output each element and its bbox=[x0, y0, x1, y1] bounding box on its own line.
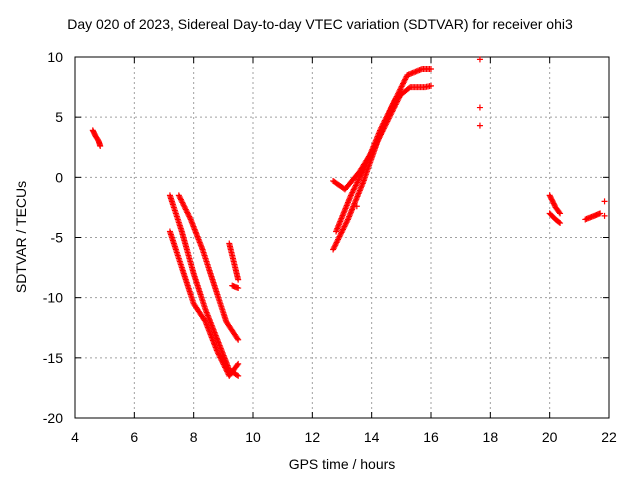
x-tick-label: 10 bbox=[245, 429, 261, 445]
y-tick-label: -15 bbox=[43, 350, 63, 366]
data-point bbox=[548, 196, 555, 203]
axis-ticks: 4 6 8 10 12 14 16 18 20 22 10 5 0 -5 -10 -15 -20 bbox=[43, 49, 617, 445]
data-point bbox=[235, 276, 242, 283]
x-tick-label: 8 bbox=[190, 429, 198, 445]
data-point bbox=[476, 104, 483, 111]
x-tick-label: 12 bbox=[305, 429, 321, 445]
data-point bbox=[234, 362, 241, 369]
data-point bbox=[398, 90, 405, 97]
data-point bbox=[235, 372, 242, 379]
x-tick-label: 6 bbox=[130, 429, 138, 445]
data-point bbox=[549, 199, 556, 206]
y-tick-label: -20 bbox=[43, 410, 63, 426]
x-tick-label: 14 bbox=[364, 429, 380, 445]
chart-title: Day 020 of 2023, Sidereal Day-to-day VTE… bbox=[67, 16, 573, 32]
x-axis-label: GPS time / hours bbox=[288, 456, 396, 472]
data-point bbox=[557, 220, 564, 227]
data-point bbox=[235, 360, 242, 367]
data-points bbox=[89, 56, 608, 379]
x-tick-label: 20 bbox=[542, 429, 558, 445]
y-axis-label: SDTVAR / TECUs bbox=[13, 180, 29, 294]
data-point bbox=[601, 212, 608, 219]
data-point bbox=[557, 210, 564, 217]
data-point bbox=[547, 193, 554, 200]
y-tick-label: 0 bbox=[55, 169, 63, 185]
data-point bbox=[547, 195, 554, 202]
data-point bbox=[476, 122, 483, 129]
y-tick-label: -10 bbox=[43, 290, 63, 306]
y-tick-label: -5 bbox=[51, 230, 64, 246]
data-point bbox=[601, 198, 608, 205]
data-point bbox=[476, 56, 483, 63]
data-point bbox=[549, 197, 556, 204]
y-tick-label: 5 bbox=[55, 109, 63, 125]
y-tick-label: 10 bbox=[47, 49, 63, 65]
data-point bbox=[235, 285, 242, 292]
x-tick-label: 4 bbox=[71, 429, 79, 445]
data-point bbox=[235, 336, 242, 343]
data-point bbox=[546, 192, 553, 199]
x-tick-label: 16 bbox=[423, 429, 439, 445]
grid-lines bbox=[75, 57, 609, 418]
data-point bbox=[428, 82, 434, 89]
data-point bbox=[428, 66, 434, 73]
x-tick-label: 22 bbox=[601, 429, 617, 445]
data-point bbox=[353, 203, 360, 210]
data-point bbox=[234, 335, 241, 342]
x-tick-label: 18 bbox=[483, 429, 499, 445]
data-point bbox=[551, 201, 558, 208]
data-point bbox=[555, 219, 562, 226]
data-point bbox=[233, 372, 240, 379]
data-point bbox=[597, 210, 604, 217]
data-point bbox=[550, 200, 557, 207]
data-point bbox=[405, 85, 412, 92]
data-point bbox=[97, 143, 104, 150]
data-point bbox=[556, 209, 563, 216]
